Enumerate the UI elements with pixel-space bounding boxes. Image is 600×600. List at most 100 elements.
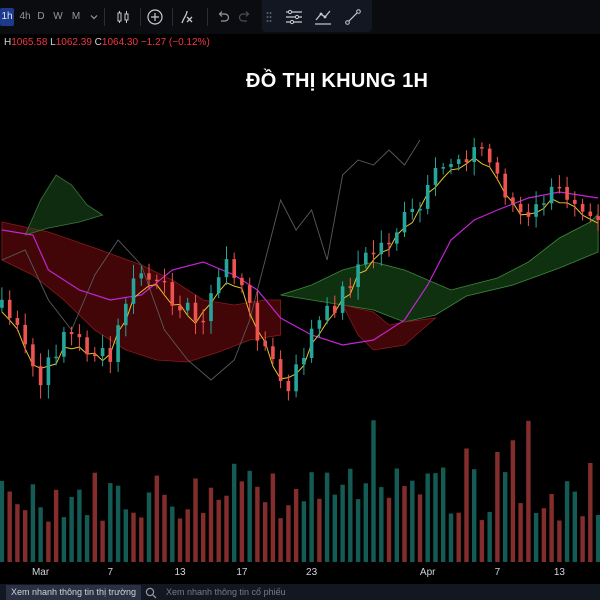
candle-body [286, 381, 291, 392]
time-axis-label: 13 [174, 567, 186, 578]
drag-handle-icon[interactable] [262, 6, 276, 28]
volume-bar [386, 497, 392, 562]
high-label: H [4, 37, 12, 48]
cloud-bullish-2 [280, 213, 599, 323]
volume-bar [433, 473, 438, 562]
candle-body [62, 332, 66, 357]
drawing-icon[interactable] [342, 6, 364, 28]
volume-bar [533, 513, 539, 562]
volume-bar [340, 484, 345, 562]
candle-body [7, 299, 12, 318]
volume-bar [379, 487, 384, 562]
candle-body [38, 366, 43, 386]
candle-body [387, 242, 391, 245]
redo-icon[interactable] [234, 6, 256, 28]
volume-bar [146, 492, 152, 562]
candle-body [131, 278, 136, 304]
volume-bar [224, 495, 229, 562]
candle-body [449, 164, 453, 168]
time-axis-label: 7 [107, 567, 114, 578]
chevron-down-icon[interactable] [83, 6, 105, 28]
candle-body [77, 334, 82, 338]
candles-icon[interactable] [112, 6, 134, 28]
timeframe-d[interactable]: D [37, 11, 45, 22]
volume-bar [324, 472, 330, 562]
candle-body [93, 354, 97, 357]
volume-bar [402, 486, 407, 562]
close-label: C [94, 37, 102, 48]
candle-body [317, 320, 322, 329]
candlesticks [0, 137, 600, 401]
volume-bar [293, 489, 299, 562]
candle-body [526, 212, 531, 217]
timeframe-4h[interactable]: 4h [19, 11, 31, 22]
volume-bar [247, 470, 252, 562]
volume-bar [286, 505, 291, 562]
volume-bar [503, 472, 508, 562]
volume-bar [472, 469, 477, 562]
candle-body [302, 358, 306, 365]
volume-bar [355, 499, 361, 562]
candle-body [124, 303, 128, 326]
volume-bar [371, 420, 376, 562]
candle-body [178, 305, 182, 311]
candle-body [340, 286, 345, 313]
candle-body [224, 259, 229, 278]
volume-bar [154, 475, 159, 562]
high-value: 1065.58 [11, 37, 48, 48]
volume-bar [278, 518, 283, 562]
candle-body [100, 348, 105, 357]
timeframe-m[interactable]: M [71, 11, 81, 22]
time-axis-label: Mar [31, 567, 50, 578]
volume-bar [0, 480, 5, 562]
volume-bar [92, 472, 97, 562]
volume-bar [301, 501, 307, 562]
candle-body [170, 282, 175, 306]
volume-bar [572, 491, 577, 562]
volume-bar [541, 508, 547, 562]
volume-bar [441, 467, 446, 562]
candle-body [0, 299, 4, 308]
candle-body [325, 305, 329, 321]
ichimoku-cloud [1, 174, 599, 363]
candle-body [371, 252, 376, 255]
candle-body [495, 162, 500, 174]
timeframe-w[interactable]: W [53, 11, 63, 22]
volume-bar [309, 472, 314, 562]
volume-bar [46, 521, 51, 562]
volume-bar [77, 489, 82, 562]
volume-bar [38, 507, 43, 562]
candle-body [247, 285, 252, 303]
close-value: 1064.30 [101, 37, 139, 48]
candle-body [155, 279, 159, 282]
volume-bar [23, 510, 28, 562]
volume-bar [193, 478, 198, 562]
timeframe-1h[interactable]: 1h [0, 8, 14, 26]
candle-body [418, 208, 422, 211]
volume-bar [410, 480, 415, 562]
candle-body [425, 185, 430, 209]
drawing-tools-panel [262, 0, 372, 32]
volume-bar [216, 499, 221, 562]
candle-body [209, 293, 213, 322]
time-axis[interactable]: Mar 7 13 17 23 Apr 7 13 [0, 562, 600, 584]
undo-icon[interactable] [212, 6, 234, 28]
add-indicator-icon[interactable] [144, 6, 166, 28]
time-axis-label: 13 [553, 567, 565, 578]
volume-bar [510, 440, 516, 562]
indicators-icon[interactable] [177, 6, 199, 28]
time-axis-label: Apr [419, 567, 436, 578]
volume-bar [394, 468, 399, 562]
volume-bar [417, 494, 423, 562]
candle-body [333, 305, 337, 313]
volume-bar [595, 515, 600, 562]
price-chart[interactable] [0, 52, 600, 562]
cloud-bullish-1 [24, 174, 104, 236]
indicator-lines [1, 139, 599, 381]
candle-body [116, 325, 120, 362]
market-overview-tab[interactable]: Xem nhanh thông tin thị trường [6, 585, 142, 600]
volume-bar [232, 463, 237, 562]
compare-icon[interactable] [312, 6, 334, 28]
stock-overview-tab[interactable]: Xem nhanh thông tin cổ phiếu [166, 587, 286, 597]
settings-icon[interactable] [283, 6, 305, 28]
